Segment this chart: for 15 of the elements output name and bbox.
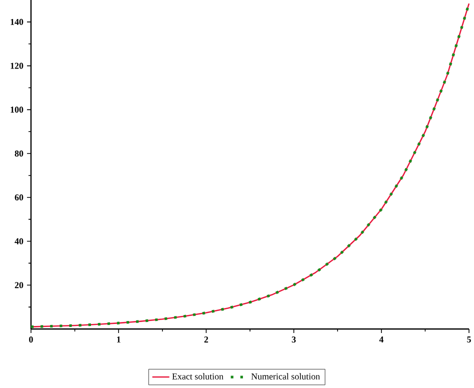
y-tick-label: 40 xyxy=(14,238,24,244)
x-tick-label: 1 xyxy=(117,336,120,342)
x-tick-label: 2 xyxy=(204,336,208,342)
x-tick-label: 0 xyxy=(29,336,33,343)
y-tick-label: 80 xyxy=(14,150,24,157)
y-tick-label: 20 xyxy=(14,282,24,288)
x-tick-label: 3 xyxy=(292,336,296,343)
y-tick-label: 100 xyxy=(10,106,24,113)
x-tick-label: 4 xyxy=(379,336,384,342)
y-tick-label: 60 xyxy=(14,194,24,200)
legend-label: Numerical solution xyxy=(251,373,320,380)
x-tick-label: 5 xyxy=(467,336,471,342)
legend-label: Exact solution xyxy=(172,373,224,380)
y-tick-label: 120 xyxy=(10,62,24,69)
y-tick-label: 140 xyxy=(10,18,24,25)
